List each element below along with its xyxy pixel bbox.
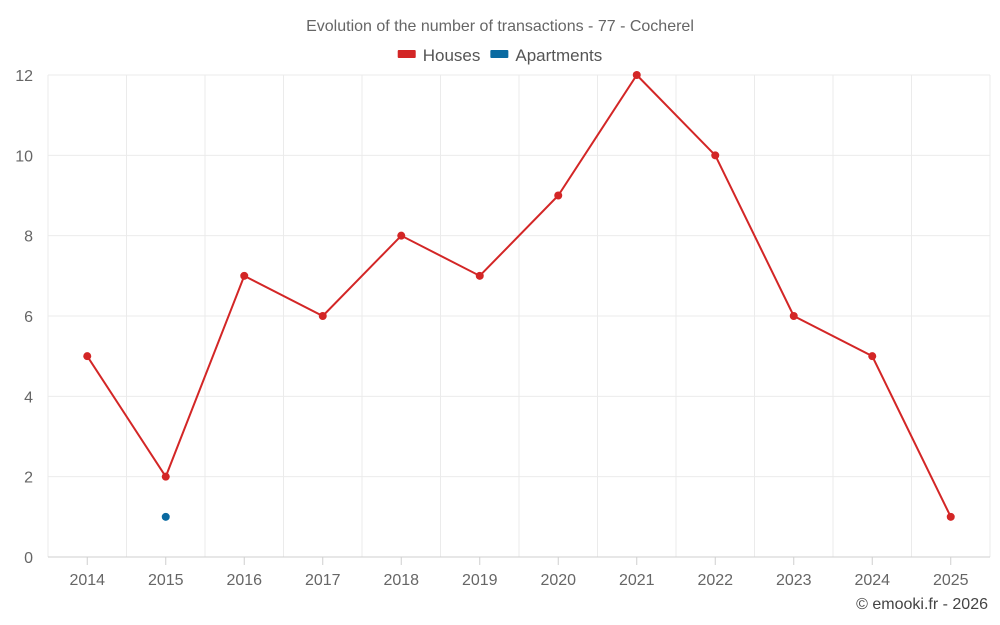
series-line bbox=[86, 73, 952, 518]
y-axis: 0 2 4 6 8 10 12 bbox=[15, 68, 33, 567]
x-tick-label: 2017 bbox=[305, 572, 341, 589]
x-axis: 2014 2015 2016 2017 2018 2019 2020 2021 2022 2023… bbox=[69, 557, 969, 589]
x-tick-label: 2016 bbox=[226, 572, 262, 589]
y-tick-label: 6 bbox=[24, 309, 33, 326]
y-tick-label: 8 bbox=[24, 229, 33, 246]
data-point[interactable] bbox=[554, 191, 563, 200]
data-point[interactable] bbox=[83, 352, 92, 361]
data-point[interactable] bbox=[946, 512, 955, 521]
x-tick-label: 2019 bbox=[462, 572, 498, 589]
chart-title: Evolution of the number of transactions … bbox=[306, 18, 694, 35]
legend-swatch bbox=[397, 50, 416, 58]
legend-label: Houses bbox=[423, 46, 481, 65]
legend: Houses Apartments bbox=[397, 46, 602, 65]
gridlines bbox=[47, 74, 991, 558]
data-point[interactable] bbox=[711, 151, 720, 160]
data-point[interactable] bbox=[632, 71, 641, 79]
data-point[interactable] bbox=[868, 352, 877, 361]
x-tick-label: 2018 bbox=[383, 572, 419, 589]
data-point[interactable] bbox=[161, 472, 170, 481]
data-point[interactable] bbox=[161, 512, 170, 521]
credit-text: © emooki.fr - 2026 bbox=[856, 596, 988, 613]
x-tick-label: 2023 bbox=[776, 572, 812, 589]
x-tick-label: 2024 bbox=[854, 572, 890, 589]
data-point[interactable] bbox=[240, 271, 249, 280]
legend-label: Apartments bbox=[515, 46, 602, 65]
x-tick-label: 2020 bbox=[540, 572, 576, 589]
x-tick-label: 2025 bbox=[933, 572, 969, 589]
legend-item-houses[interactable]: Houses bbox=[397, 46, 481, 65]
data-point[interactable] bbox=[318, 312, 327, 320]
y-tick-label: 0 bbox=[24, 550, 33, 567]
legend-swatch bbox=[490, 50, 509, 58]
x-tick-label: 2015 bbox=[148, 572, 184, 589]
x-tick-label: 2022 bbox=[697, 572, 733, 589]
legend-item-apartments[interactable]: Apartments bbox=[490, 46, 602, 65]
y-tick-label: 2 bbox=[24, 470, 33, 487]
series-houses bbox=[83, 71, 955, 521]
data-point[interactable] bbox=[475, 271, 484, 280]
y-tick-label: 10 bbox=[15, 148, 33, 165]
y-tick-label: 4 bbox=[24, 389, 33, 406]
series bbox=[83, 71, 955, 521]
y-tick-label: 12 bbox=[15, 68, 33, 85]
x-tick-label: 2021 bbox=[619, 572, 655, 589]
data-point[interactable] bbox=[397, 231, 406, 240]
data-point[interactable] bbox=[789, 312, 798, 320]
series-apartments bbox=[161, 512, 170, 521]
x-tick-label: 2014 bbox=[69, 572, 105, 589]
